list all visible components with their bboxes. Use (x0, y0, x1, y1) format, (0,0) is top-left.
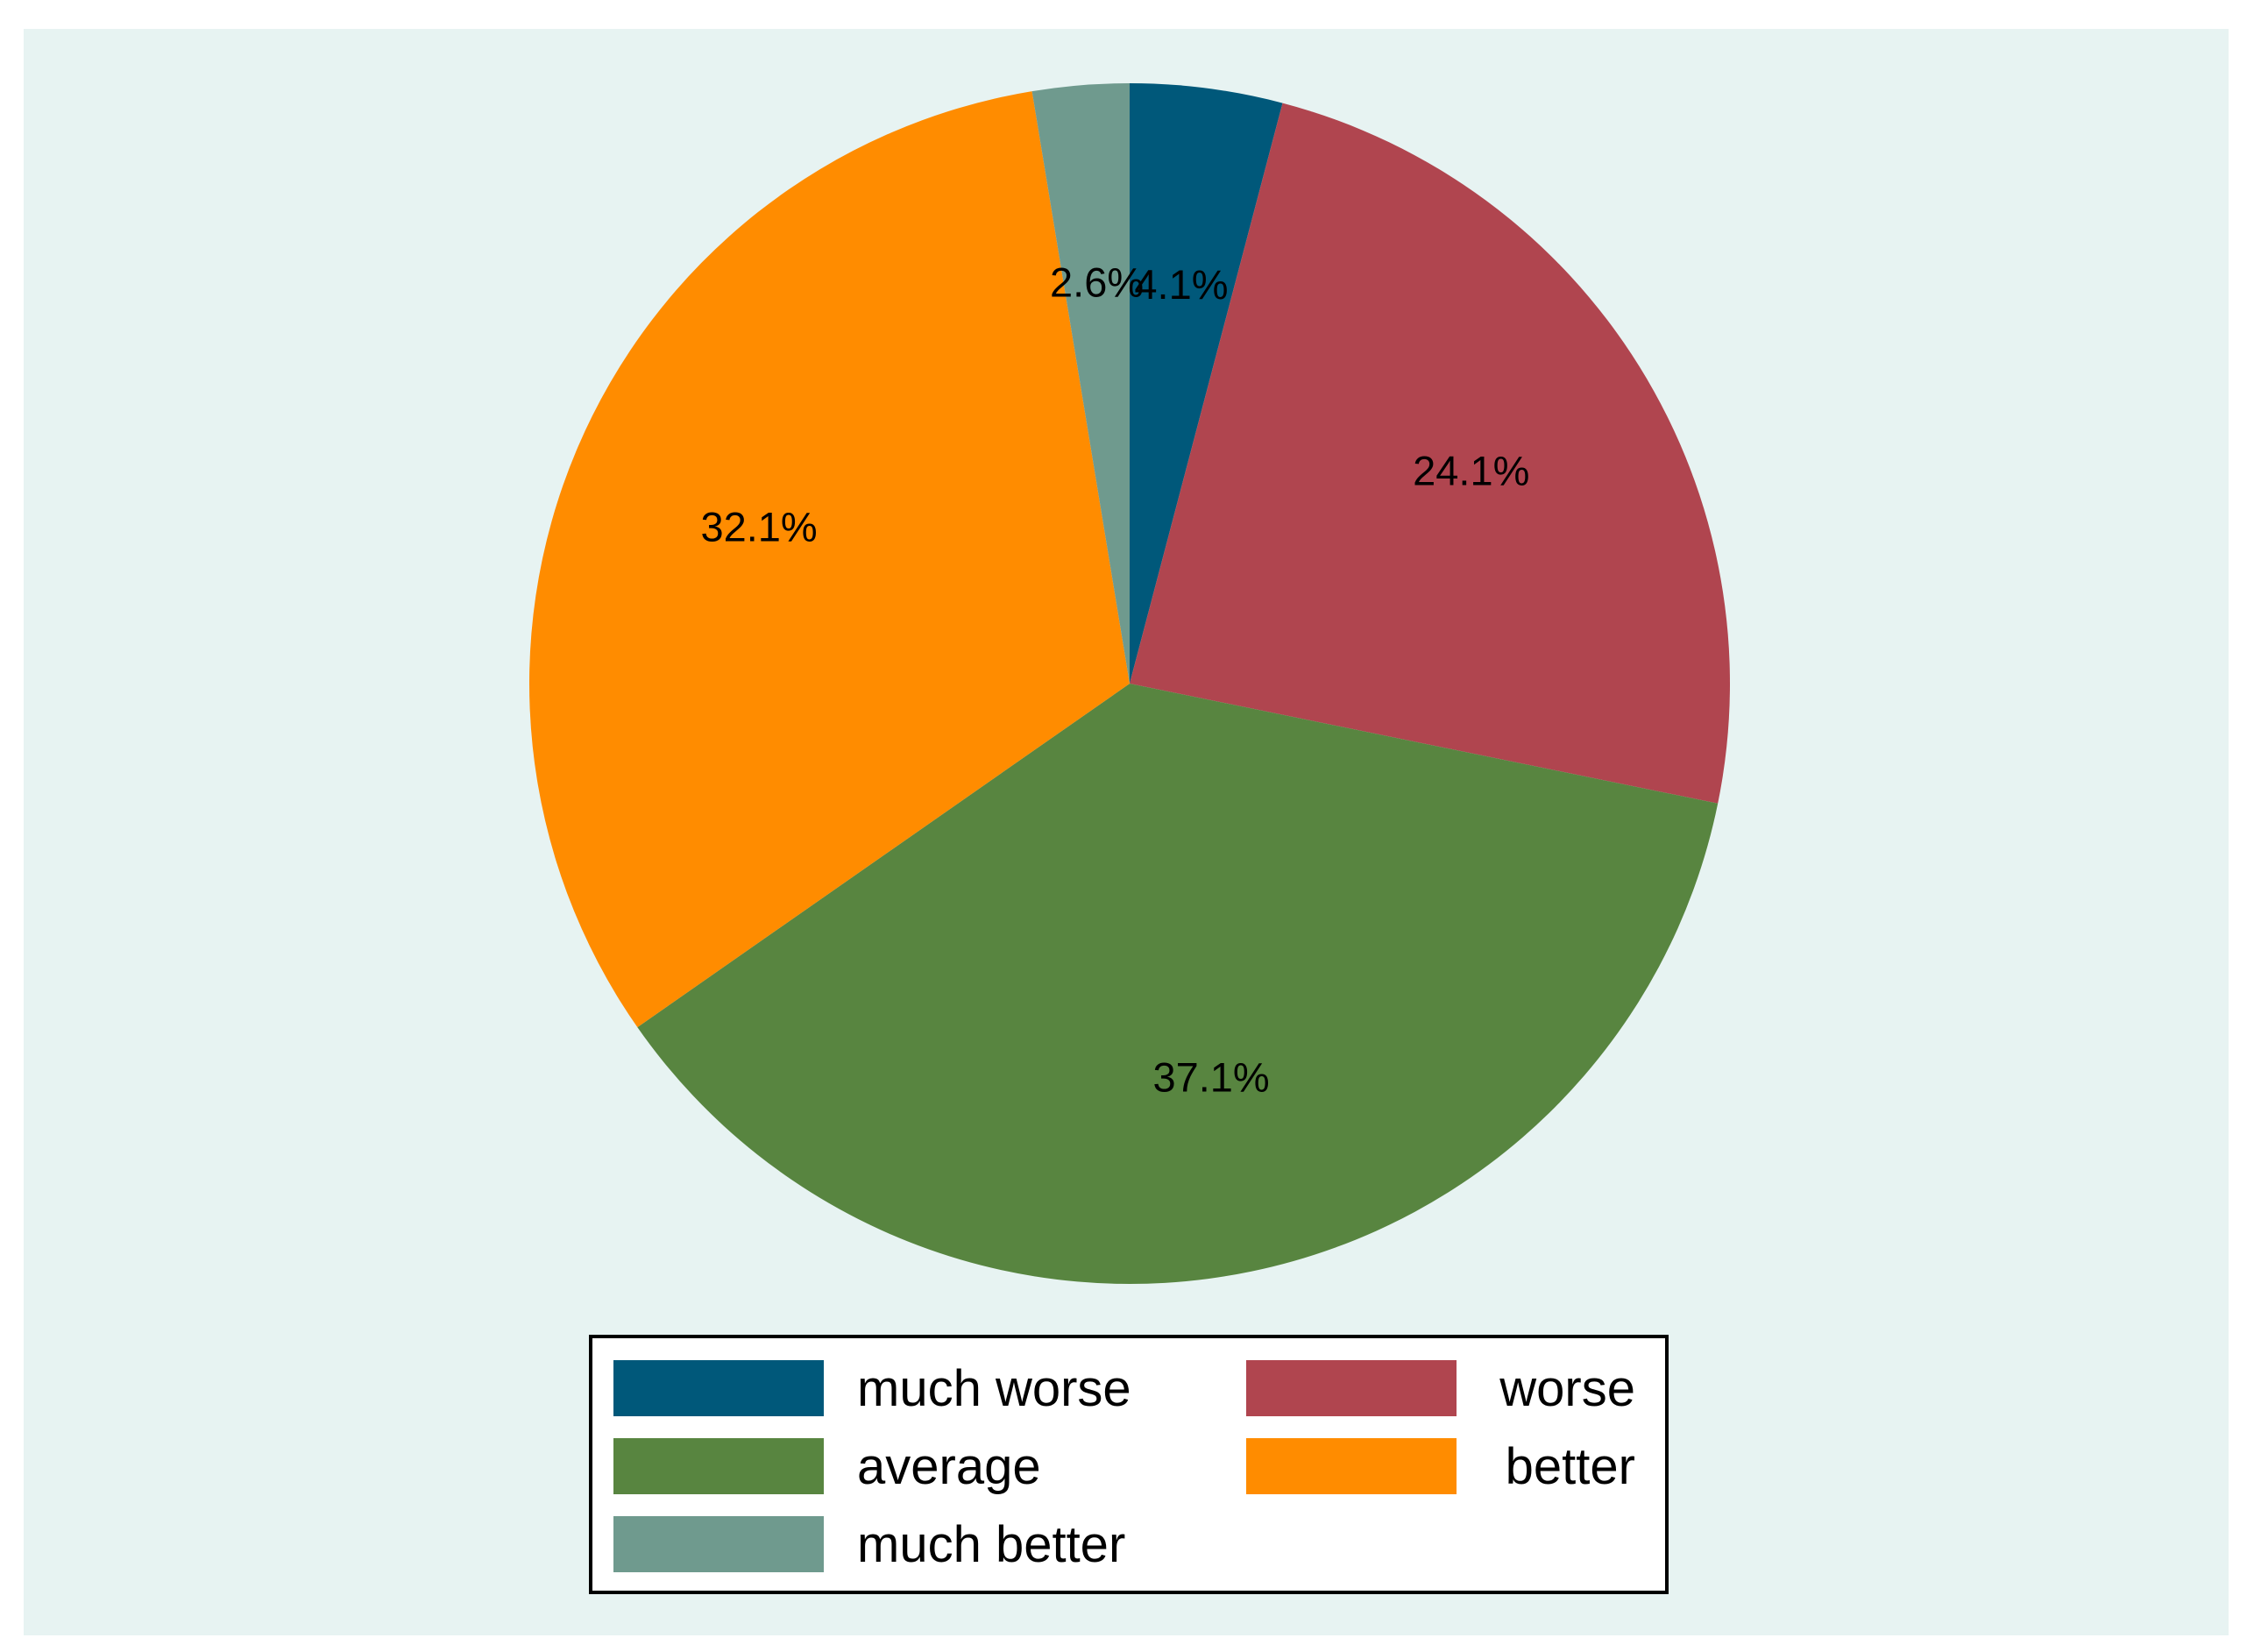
pie-slice-much-better (1031, 83, 1130, 684)
legend: much worse worse average better much better (589, 1335, 1669, 1594)
slice-label-worse: 24.1% (1413, 448, 1529, 494)
legend-label-worse: worse (1499, 1360, 1635, 1417)
legend-label-much-worse: much worse (857, 1360, 1131, 1417)
slice-label-much-better: 2.6% (1050, 259, 1144, 306)
legend-swatch-much-better (613, 1516, 824, 1572)
legend-swatch-much-worse (613, 1360, 824, 1416)
pie-slice-better (528, 91, 1130, 1028)
slice-label-much-worse: 4.1% (1134, 261, 1228, 308)
legend-label-better: better (1506, 1438, 1635, 1495)
pie-slice-worse (1130, 103, 1730, 804)
slice-label-better: 32.1% (700, 504, 817, 550)
slice-label-average: 37.1% (1152, 1053, 1269, 1100)
pie-slice-average (637, 684, 1719, 1285)
pie-slice-much-worse (1130, 83, 1283, 684)
legend-swatch-better (1246, 1438, 1457, 1494)
legend-swatch-average (613, 1438, 824, 1494)
legend-label-much-better: much better (857, 1516, 1125, 1573)
legend-swatch-worse (1246, 1360, 1457, 1416)
legend-label-average: average (857, 1438, 1041, 1495)
pie-slices (528, 83, 1730, 1285)
pie-slice-labels: 4.1% 24.1% 37.1% 32.1% 2.6% (700, 259, 1529, 1101)
